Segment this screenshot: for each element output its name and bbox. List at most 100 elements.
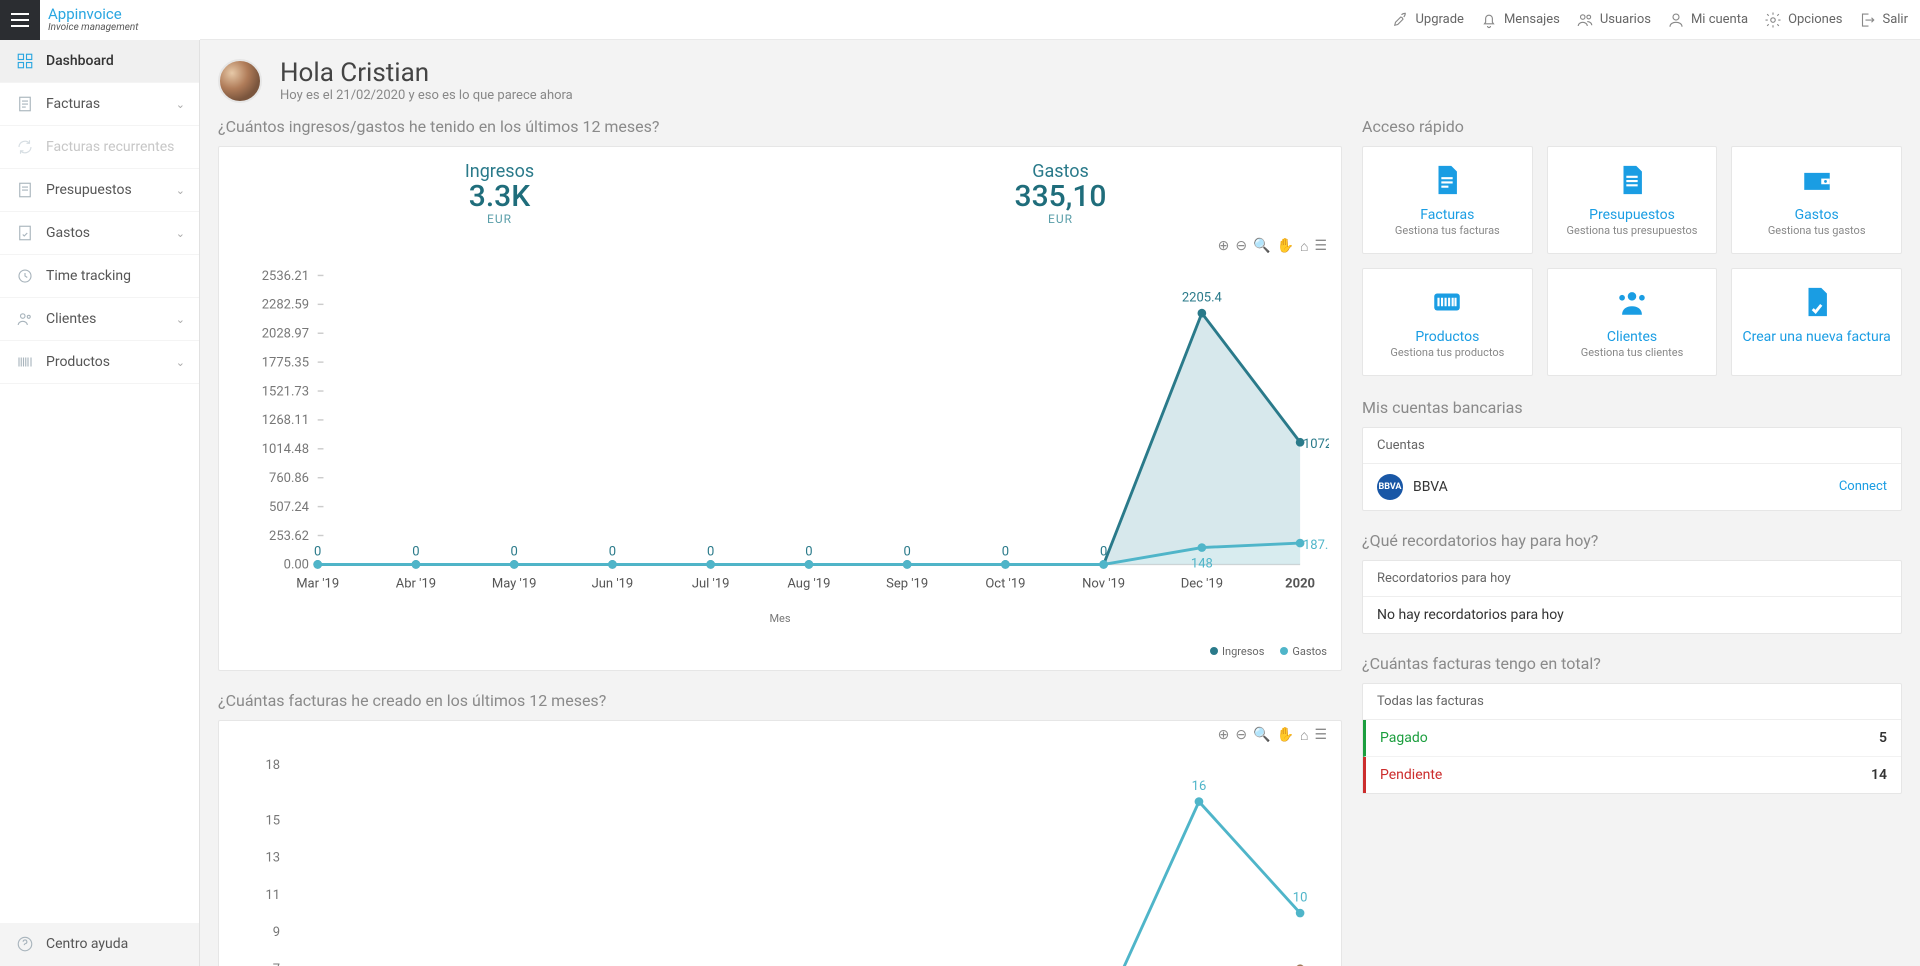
zoom-in-icon[interactable]: ⊕ xyxy=(1218,727,1230,744)
exit-label: Salir xyxy=(1882,12,1908,27)
svg-text:0: 0 xyxy=(903,545,910,560)
sidebar-item-label: Productos xyxy=(46,354,110,370)
rocket-icon xyxy=(1391,11,1409,29)
exit-link[interactable]: Salir xyxy=(1858,11,1908,29)
options-label: Opciones xyxy=(1788,12,1842,27)
totals-pending-count: 14 xyxy=(1871,767,1887,783)
svg-text:10: 10 xyxy=(1293,890,1308,905)
qa-card-clientes[interactable]: Clientes Gestiona tus clientes xyxy=(1547,268,1718,376)
svg-text:0: 0 xyxy=(412,545,419,560)
svg-text:9: 9 xyxy=(273,925,280,940)
home-icon[interactable]: ⌂ xyxy=(1300,238,1308,255)
svg-text:Oct '19: Oct '19 xyxy=(985,577,1025,592)
svg-text:Jun '19: Jun '19 xyxy=(592,577,634,592)
svg-text:16: 16 xyxy=(1192,779,1207,794)
chevron-down-icon: ⌄ xyxy=(176,227,185,240)
hamburger-menu[interactable] xyxy=(0,0,40,40)
home-icon[interactable]: ⌂ xyxy=(1300,727,1308,744)
chart2-toolbar: ⊕ ⊖ 🔍 ✋ ⌂ ☰ xyxy=(219,721,1341,746)
menu-icon[interactable]: ☰ xyxy=(1314,727,1327,744)
qa-title: Crear una nueva factura xyxy=(1742,329,1891,346)
clock-icon xyxy=(16,267,34,285)
svg-text:0: 0 xyxy=(707,545,714,560)
totals-pending-label: Pendiente xyxy=(1380,767,1442,783)
reminders-empty-text: No hay recordatorios para hoy xyxy=(1377,607,1564,623)
qa-sub: Gestiona tus gastos xyxy=(1742,224,1891,237)
users-link[interactable]: Usuarios xyxy=(1576,11,1651,29)
zoom-icon[interactable]: 🔍 xyxy=(1253,238,1270,255)
zoom-out-icon[interactable]: ⊖ xyxy=(1235,238,1247,255)
svg-text:Mar '19: Mar '19 xyxy=(296,577,339,592)
sidebar-item-products[interactable]: Productos ⌄ xyxy=(0,341,199,384)
sidebar-item-budgets[interactable]: Presupuestos ⌄ xyxy=(0,169,199,212)
qa-card-gastos[interactable]: Gastos Gestiona tus gastos xyxy=(1731,146,1902,254)
totals-pending-row[interactable]: Pendiente 14 xyxy=(1363,757,1901,793)
options-link[interactable]: Opciones xyxy=(1764,11,1842,29)
svg-text:1014.48: 1014.48 xyxy=(262,442,309,457)
invoice-file-icon xyxy=(1430,163,1464,197)
exit-icon xyxy=(1858,11,1876,29)
sidebar-item-timetracking[interactable]: Time tracking xyxy=(0,255,199,298)
upgrade-link[interactable]: Upgrade xyxy=(1391,11,1463,29)
qa-card-presupuestos[interactable]: Presupuestos Gestiona tus presupuestos xyxy=(1547,146,1718,254)
sidebar-item-dashboard[interactable]: Dashboard xyxy=(0,40,199,83)
banks-header: Cuentas xyxy=(1363,428,1901,464)
kpi-gastos-value: 335,10 xyxy=(788,182,1333,212)
qa-card-productos[interactable]: Productos Gestiona tus productos xyxy=(1362,268,1533,376)
bank-row: BBVA BBVA Connect xyxy=(1363,464,1901,510)
svg-text:1072.: 1072. xyxy=(1303,437,1329,452)
svg-text:507.24: 507.24 xyxy=(269,500,310,515)
sidebar-item-label: Facturas recurrentes xyxy=(46,139,174,155)
svg-text:2020: 2020 xyxy=(1285,577,1315,592)
svg-text:1268.11: 1268.11 xyxy=(262,413,309,428)
sidebar-item-invoices[interactable]: Facturas ⌄ xyxy=(0,83,199,126)
sidebar-item-label: Facturas xyxy=(46,96,100,112)
sidebar-item-label: Centro ayuda xyxy=(46,936,128,952)
zoom-icon[interactable]: 🔍 xyxy=(1253,727,1270,744)
kpi-ingresos-value: 3.3K xyxy=(227,182,772,212)
menu-icon[interactable]: ☰ xyxy=(1314,238,1327,255)
svg-text:1775.35: 1775.35 xyxy=(262,355,309,370)
bank-connect-link[interactable]: Connect xyxy=(1839,479,1887,494)
totals-paid-count: 5 xyxy=(1879,730,1887,746)
sidebar-item-label: Presupuestos xyxy=(46,182,132,198)
qa-sub: Gestiona tus productos xyxy=(1373,346,1522,359)
svg-text:15: 15 xyxy=(265,813,280,828)
chart2-panel: ⊕ ⊖ 🔍 ✋ ⌂ ☰ 4679111315181610 xyxy=(218,720,1342,966)
sidebar-item-help[interactable]: Centro ayuda xyxy=(0,923,199,966)
svg-text:11: 11 xyxy=(265,888,280,903)
page-title: Hola Cristian xyxy=(280,58,573,88)
brand-block[interactable]: Appinvoice Invoice management xyxy=(40,0,200,40)
pan-icon[interactable]: ✋ xyxy=(1277,727,1294,744)
zoom-in-icon[interactable]: ⊕ xyxy=(1218,238,1230,255)
chart1-panel: Ingresos 3.3K EUR Gastos 335,10 EUR ⊕ ⊖ xyxy=(218,146,1342,671)
totals-header: Todas las facturas xyxy=(1363,684,1901,720)
svg-text:Dec '19: Dec '19 xyxy=(1181,577,1223,592)
qa-card-nueva-factura[interactable]: Crear una nueva factura xyxy=(1731,268,1902,376)
brand-subtitle: Invoice management xyxy=(48,22,192,33)
clients-icon xyxy=(16,310,34,328)
reminders-empty: No hay recordatorios para hoy xyxy=(1363,597,1901,633)
totals-paid-row[interactable]: Pagado 5 xyxy=(1363,720,1901,757)
chevron-down-icon: ⌄ xyxy=(176,184,185,197)
qa-sub: Gestiona tus clientes xyxy=(1558,346,1707,359)
qa-card-facturas[interactable]: Facturas Gestiona tus facturas xyxy=(1362,146,1533,254)
budget-icon xyxy=(16,181,34,199)
sidebar-item-clients[interactable]: Clientes ⌄ xyxy=(0,298,199,341)
account-link[interactable]: Mi cuenta xyxy=(1667,11,1748,29)
svg-text:2205.4: 2205.4 xyxy=(1182,291,1223,306)
messages-link[interactable]: Mensajes xyxy=(1480,11,1560,29)
sidebar-item-recurring[interactable]: Facturas recurrentes xyxy=(0,126,199,169)
svg-text:2282.59: 2282.59 xyxy=(262,298,309,313)
pan-icon[interactable]: ✋ xyxy=(1277,238,1294,255)
svg-text:18: 18 xyxy=(265,758,280,773)
sidebar-item-expenses[interactable]: Gastos ⌄ xyxy=(0,212,199,255)
brand-name: Appinvoice xyxy=(48,7,192,22)
gear-icon xyxy=(1764,11,1782,29)
legend-gastos: Gastos xyxy=(1292,645,1327,658)
avatar xyxy=(218,59,262,103)
svg-text:187.: 187. xyxy=(1303,538,1328,553)
qa-title: Facturas xyxy=(1373,207,1522,224)
chart2-svg: 4679111315181610 xyxy=(231,750,1329,966)
zoom-out-icon[interactable]: ⊖ xyxy=(1235,727,1247,744)
